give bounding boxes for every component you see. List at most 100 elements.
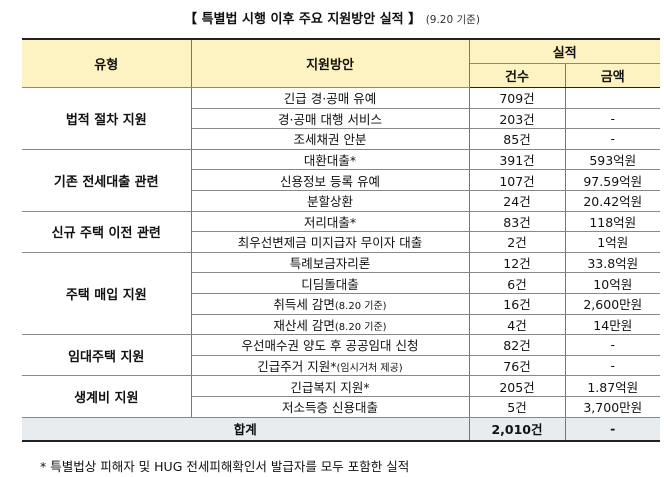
row-amount: 20.42억원	[564, 190, 661, 212]
total-amount: -	[564, 416, 661, 442]
plan-text: 저소득층 신용대출	[282, 400, 378, 416]
row-plan: 대환대출*	[190, 148, 470, 171]
row-plan: 디딤돌대출	[191, 272, 470, 294]
row-count: 391건	[468, 148, 566, 171]
plan-text: 저리대출*	[303, 214, 357, 230]
total-row: 합계 2,010건 -	[22, 416, 661, 442]
row-amount: -	[564, 334, 661, 356]
table-row: 주택 매입 지원 특례보금자리론 12건 33.8억원	[22, 251, 661, 336]
row-type: 법적 절차 지원	[22, 87, 192, 150]
plan-note: (8.20 기준)	[334, 301, 387, 313]
row-count: 76건	[468, 355, 566, 377]
title-date: (9.20 기준)	[425, 14, 480, 26]
support-results-table: 유형 지원방안 실적 건수 금액 법적 절차 지원 긴급 경·공매 유예 709건 경…	[22, 38, 661, 442]
row-plan: 취득세 감면(8.20 기준)	[191, 293, 470, 315]
row-amount: 97.59억원	[564, 169, 661, 191]
plan-text: 특례보금자리론	[289, 256, 371, 272]
header-result: 실적	[468, 38, 661, 64]
row-amount: 2,600만원	[564, 293, 661, 315]
plan-text: 재산세 감면	[273, 317, 335, 333]
row-type: 주택 매입 지원	[22, 251, 192, 336]
table-row: 긴급주거 지원*(임시거처 제공) 76건 -	[22, 355, 661, 377]
table-row: 신용정보 등록 유예 107건 97.59억원	[22, 169, 661, 191]
plan-text: 긴급주거 지원*	[257, 359, 337, 375]
row-count: 16건	[468, 293, 566, 315]
row-amount	[564, 87, 661, 109]
plan-text: 최우선변제금 미지급자 무이자 대출	[237, 235, 423, 251]
table-row: 신규 주택 이전 관련 저리대출* 83건 118억원	[22, 210, 661, 253]
total-count: 2,010건	[468, 416, 566, 442]
plan-text: 긴급복지 지원*	[290, 379, 370, 395]
row-count: 709건	[468, 87, 566, 109]
row-count: 107건	[468, 169, 566, 191]
header-plan: 지원방안	[190, 38, 470, 88]
row-plan: 경·공매 대행 서비스	[191, 108, 470, 130]
row-type: 기존 전세대출 관련	[22, 148, 192, 212]
header-count: 건수	[469, 63, 566, 88]
row-amount: 3,700만원	[564, 396, 661, 418]
table-title: 【 특별법 시행 이후 주요 지원방안 실적 】 (9.20 기준)	[0, 8, 664, 27]
plan-note: (8.20 기준)	[334, 321, 387, 333]
row-plan: 저리대출*	[190, 210, 470, 233]
row-amount: 118억원	[564, 210, 661, 233]
plan-text: 조세채권 안분	[293, 132, 367, 148]
row-count: 205건	[468, 375, 566, 397]
table-row: 경·공매 대행 서비스 203건 -	[22, 108, 661, 130]
row-plan: 우선매수권 양도 후 공공임대 신청	[190, 334, 470, 356]
plan-text: 취득세 감면	[273, 297, 335, 313]
plan-text: 디딤돌대출	[301, 276, 359, 292]
row-plan: 특례보금자리론	[190, 251, 470, 274]
row-type: 신규 주택 이전 관련	[22, 210, 192, 253]
footnote: * 특별법상 피해자 및 HUG 전세피해확인서 발급자를 모두 포함한 실적	[40, 459, 410, 474]
title-main: 【 특별법 시행 이후 주요 지원방안 실적 】	[184, 12, 422, 27]
plan-text: 경·공매 대행 서비스	[278, 111, 382, 127]
table-row: 기존 전세대출 관련 대환대출* 391건 593억원	[22, 148, 661, 212]
row-plan: 저소득층 신용대출	[191, 396, 470, 418]
row-amount: 1억원	[564, 231, 661, 253]
row-amount: 1.87억원	[564, 375, 661, 397]
row-amount: 14만원	[564, 314, 661, 336]
table-row: 저소득층 신용대출 5건 3,700만원	[22, 396, 661, 418]
row-amount: 593억원	[564, 148, 661, 171]
total-label: 합계	[22, 416, 470, 442]
row-plan: 신용정보 등록 유예	[191, 169, 470, 191]
plan-text: 신용정보 등록 유예	[280, 173, 380, 189]
row-amount: -	[564, 108, 661, 130]
row-amount: -	[564, 355, 661, 377]
table-row: 조세채권 안분 85건 -	[22, 128, 661, 150]
row-count: 83건	[468, 210, 566, 233]
row-plan: 긴급주거 지원*(임시거처 제공)	[191, 355, 470, 377]
row-plan: 조세채권 안분	[191, 128, 470, 150]
row-count: 2건	[468, 231, 566, 253]
row-type: 생계비 지원	[22, 375, 192, 418]
plan-text: 우선매수권 양도 후 공공임대 신청	[241, 338, 419, 354]
row-count: 5건	[468, 396, 566, 418]
table-row: 취득세 감면(8.20 기준) 16건 2,600만원	[22, 293, 661, 315]
plan-text: 대환대출*	[303, 153, 357, 169]
plan-text: 분할상환	[306, 194, 353, 210]
row-plan: 재산세 감면(8.20 기준)	[191, 314, 470, 336]
row-plan: 긴급 경·공매 유예	[190, 87, 470, 109]
header-amount: 금액	[564, 63, 661, 88]
row-count: 4건	[468, 314, 566, 336]
table-row: 최우선변제금 미지급자 무이자 대출 2건 1억원	[22, 231, 661, 253]
table-row: 디딤돌대출 6건 10억원	[22, 272, 661, 294]
row-count: 85건	[468, 128, 566, 150]
plan-text: 긴급 경·공매 유예	[283, 91, 377, 107]
row-count: 24건	[468, 190, 566, 212]
plan-note: (임시거처 제공)	[336, 363, 403, 375]
row-amount: 10억원	[564, 272, 661, 294]
table-row: 법적 절차 지원 긴급 경·공매 유예 709건	[22, 87, 661, 150]
row-plan: 최우선변제금 미지급자 무이자 대출	[191, 231, 470, 253]
row-count: 82건	[468, 334, 566, 356]
table-row: 재산세 감면(8.20 기준) 4건 14만원	[22, 314, 661, 336]
row-count: 12건	[468, 251, 566, 274]
row-amount: 33.8억원	[564, 251, 661, 274]
row-count: 203건	[468, 108, 566, 130]
table-row: 생계비 지원 긴급복지 지원* 205건 1.87억원	[22, 375, 661, 418]
row-plan: 분할상환	[191, 190, 470, 212]
row-amount: -	[564, 128, 661, 150]
header-type: 유형	[22, 38, 192, 88]
row-plan: 긴급복지 지원*	[190, 375, 470, 397]
row-type: 임대주택 지원	[22, 334, 192, 377]
